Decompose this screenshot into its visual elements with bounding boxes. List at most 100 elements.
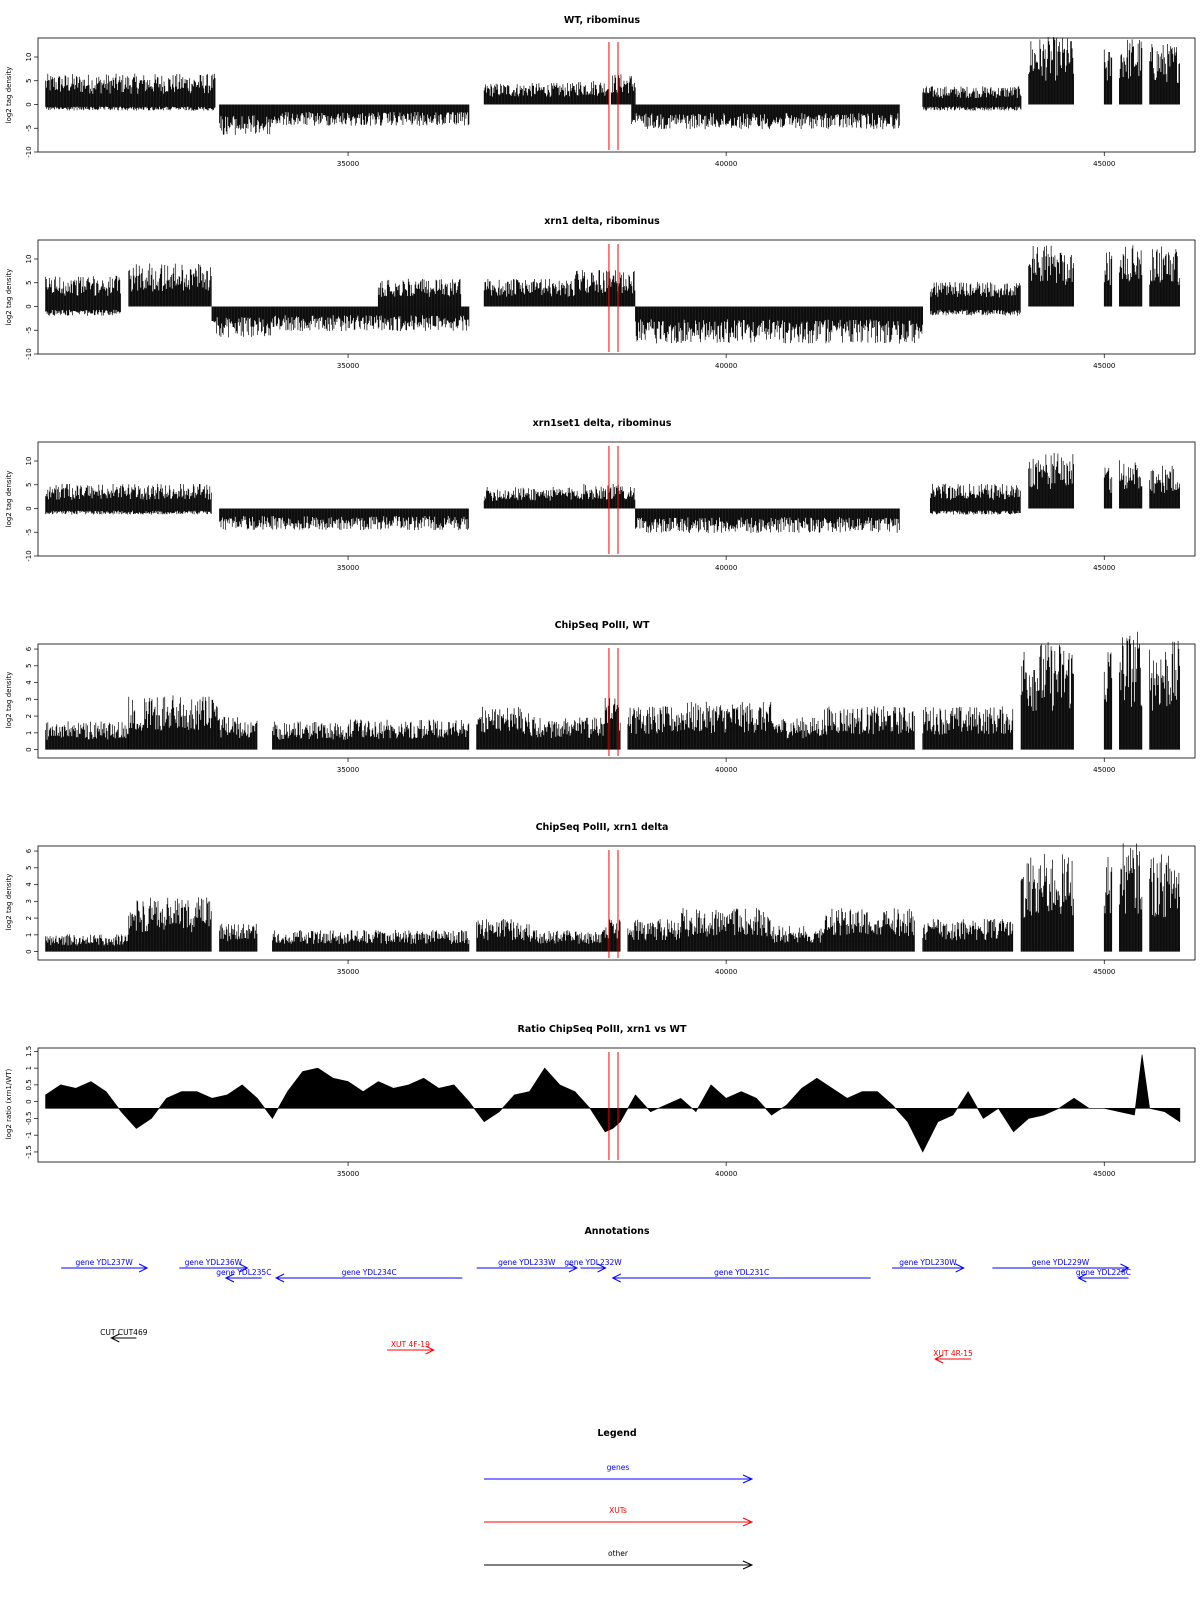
signal-bars-plus bbox=[45, 245, 1180, 307]
y-tick-label: 1 bbox=[25, 1066, 33, 1070]
legend-entries: genes XUTs other bbox=[484, 1463, 754, 1570]
feature-gene-ydl229w: gene YDL229W bbox=[992, 1258, 1130, 1273]
panel-title: xrn1 delta, ribominus bbox=[544, 216, 660, 227]
feature-label: gene YDL236W bbox=[185, 1258, 243, 1267]
x-tick-label: 35000 bbox=[337, 160, 359, 168]
x-tick-label: 40000 bbox=[715, 1170, 737, 1178]
plot-area: 0 1 2 3 4 5 6 35000 40000 45000 bbox=[25, 843, 1196, 976]
y-tick-label: 5 bbox=[25, 866, 33, 870]
y-tick-label: -1.5 bbox=[25, 1145, 33, 1159]
signal-bars-minus bbox=[45, 104, 1022, 135]
signal-bars-plus bbox=[45, 37, 1180, 105]
arrowhead-left bbox=[933, 1354, 944, 1364]
plot-frame bbox=[37, 441, 1196, 557]
y-tick-label: -5 bbox=[25, 125, 33, 132]
arrowhead-right bbox=[425, 1345, 435, 1355]
y-axis-label: log2 tag density bbox=[5, 672, 13, 729]
y-tick-label: 2 bbox=[25, 916, 33, 920]
feature-label: gene YDL234C bbox=[342, 1268, 397, 1277]
y-tick-label: 0 bbox=[25, 1099, 33, 1103]
y-tick-label: 1 bbox=[25, 933, 33, 937]
y-tick-label: 5 bbox=[25, 664, 33, 668]
ratio-area bbox=[45, 1054, 1181, 1153]
y-tick-label: 5 bbox=[25, 483, 33, 487]
arrowhead-right bbox=[597, 1263, 607, 1273]
feature-label: gene YDL230W bbox=[899, 1258, 957, 1267]
feature-gene-ydl232w: gene YDL232W bbox=[564, 1258, 622, 1273]
x-tick-label: 45000 bbox=[1093, 362, 1115, 370]
y-tick-label: 10 bbox=[25, 53, 33, 62]
y-tick-label: -5 bbox=[25, 327, 33, 334]
arrowhead-right bbox=[239, 1263, 249, 1273]
panel-title: xrn1set1 delta, ribominus bbox=[533, 418, 672, 429]
y-tick-label: 1 bbox=[25, 731, 33, 735]
y-tick-label: 4 bbox=[25, 680, 33, 685]
panel-title: ChipSeq PolII, xrn1 delta bbox=[536, 822, 669, 833]
plot-area: -10 -5 0 5 10 35000 40000 45000 bbox=[25, 441, 1196, 572]
panel-title: Ratio ChipSeq PolII, xrn1 vs WT bbox=[518, 1024, 687, 1035]
y-tick-label: 0 bbox=[25, 102, 33, 106]
signal-bars-plus bbox=[45, 631, 1180, 750]
panel-xrn1-ribominus: xrn1 delta, ribominus log2 tag density -… bbox=[5, 216, 1196, 370]
y-tick-label: 6 bbox=[25, 646, 33, 651]
y-tick-label: -5 bbox=[25, 529, 33, 536]
arrowhead-left bbox=[274, 1273, 285, 1283]
arrowhead-left bbox=[611, 1273, 621, 1283]
arrowhead-right bbox=[1120, 1263, 1130, 1273]
arrowhead-right bbox=[742, 1560, 754, 1570]
x-tick-label: 45000 bbox=[1093, 564, 1115, 572]
y-axis-label: log2 tag density bbox=[5, 471, 13, 528]
legend-label: genes bbox=[607, 1463, 630, 1472]
x-tick-label: 45000 bbox=[1093, 1170, 1115, 1178]
panel-wt-ribominus: WT, ribominus log2 tag density -10 -5 0 5 10… bbox=[5, 15, 1196, 168]
y-tick-label: 4 bbox=[25, 882, 33, 887]
panel-title: WT, ribominus bbox=[564, 15, 640, 26]
x-tick-label: 35000 bbox=[337, 766, 359, 774]
x-tick-label: 35000 bbox=[337, 362, 359, 370]
x-tick-label: 40000 bbox=[715, 362, 737, 370]
feature-cut-cut469: CUT CUT469 bbox=[100, 1328, 148, 1343]
panel-title: Annotations bbox=[584, 1226, 649, 1237]
feature-gene-ydl233w: gene YDL233W bbox=[476, 1258, 579, 1273]
y-tick-label: 10 bbox=[25, 457, 33, 466]
y-tick-label: 3 bbox=[25, 899, 33, 903]
legend-entry-other: other bbox=[484, 1549, 754, 1570]
y-tick-label: 6 bbox=[25, 848, 33, 853]
panel-annotations: Annotations gene YDL237W gene YDL236Wgene… bbox=[61, 1226, 1131, 1364]
plot-area: -10 -5 0 5 10 35000 40000 45000 bbox=[25, 239, 1196, 370]
feature-gene-ydl235c: gene YDL235C bbox=[216, 1268, 271, 1283]
feature-gene-ydl237w: gene YDL237W bbox=[61, 1258, 149, 1273]
plot-frame bbox=[37, 37, 1196, 153]
y-axis-label: log2 tag density bbox=[5, 874, 13, 931]
feature-label: gene YDL229W bbox=[1032, 1258, 1090, 1267]
legend-entry-xut: XUTs bbox=[484, 1506, 754, 1527]
y-tick-label: 5 bbox=[25, 79, 33, 83]
arrowhead-right bbox=[138, 1263, 149, 1273]
arrowhead-left bbox=[1077, 1273, 1087, 1283]
y-axis-label: log2 tag density bbox=[5, 67, 13, 124]
x-tick-label: 35000 bbox=[337, 1170, 359, 1178]
legend-label: other bbox=[608, 1549, 629, 1558]
panel-title: ChipSeq PolII, WT bbox=[555, 620, 650, 631]
arrowhead-left bbox=[110, 1333, 120, 1343]
plot-frame bbox=[37, 845, 1196, 961]
y-tick-label: 0 bbox=[25, 506, 33, 510]
panel-chipseq-xrn1: ChipSeq PolII, xrn1 delta log2 tag densi… bbox=[5, 822, 1196, 976]
feature-gene-ydl228c: gene YDL228C bbox=[1076, 1268, 1131, 1283]
plot-area: -10 -5 0 5 10 35000 40000 45000 bbox=[25, 37, 1196, 168]
y-tick-label: -1 bbox=[25, 1132, 33, 1139]
x-tick-label: 45000 bbox=[1093, 968, 1115, 976]
y-tick-label: 2 bbox=[25, 714, 33, 718]
legend-label: XUTs bbox=[609, 1506, 627, 1515]
feature-label: gene YDL237W bbox=[75, 1258, 133, 1267]
feature-label: XUT 4R-15 bbox=[933, 1349, 973, 1358]
signal-bars-minus bbox=[45, 306, 1021, 344]
y-tick-label: 0 bbox=[25, 747, 33, 751]
x-tick-label: 40000 bbox=[715, 160, 737, 168]
feature-label: CUT CUT469 bbox=[100, 1328, 148, 1337]
panel-title: Legend bbox=[597, 1428, 636, 1439]
feature-xut-4r-15: XUT 4R-15 bbox=[933, 1349, 973, 1364]
signal-bars-plus bbox=[45, 453, 1180, 509]
feature-gene-ydl234c: gene YDL234C bbox=[274, 1268, 463, 1283]
